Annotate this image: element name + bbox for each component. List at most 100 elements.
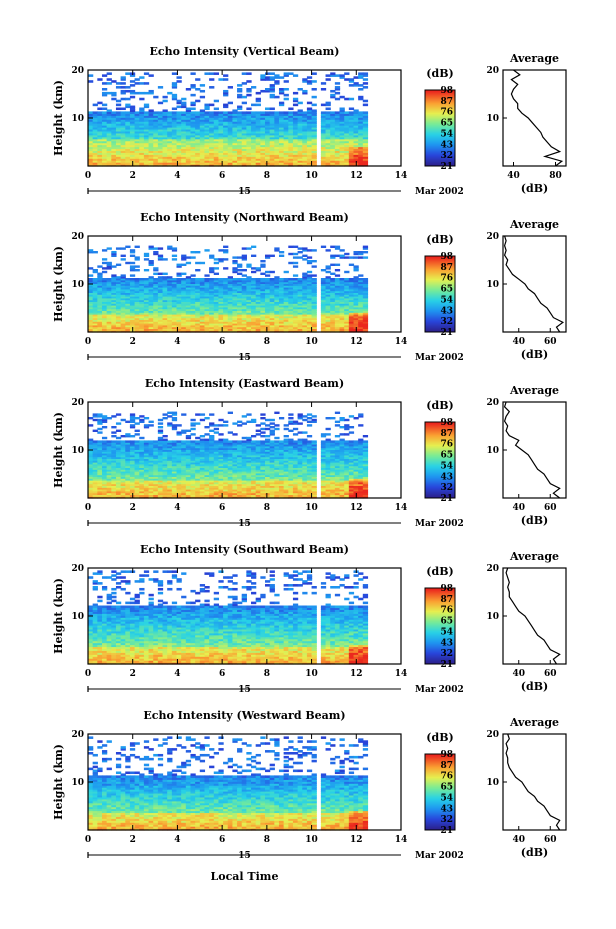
heatmap-cell [190,283,196,286]
heatmap-cell [344,127,350,130]
heatmap-cell [171,93,178,97]
heatmap-cell [274,294,280,297]
heatmap-cell [260,74,266,77]
heatmap-cell [153,140,159,144]
heatmap-cell [199,315,206,319]
heatmap-cell [148,481,154,485]
heatmap-cell [120,130,126,134]
heatmap-cell [339,256,345,259]
heatmap-cell [297,301,303,304]
heatmap-cell [292,481,299,485]
heatmap-cell [185,301,192,304]
heatmap-cell [106,312,112,315]
heatmap-cell [353,125,359,128]
heatmap-cell [97,303,103,306]
heatmap-cell [157,485,164,488]
heatmap-cell [264,162,271,165]
heatmap-cell [97,160,103,163]
heatmap-cell [278,328,285,331]
heatmap-cell [330,288,336,292]
heatmap-cell [153,324,159,328]
heatmap-cell [125,140,131,144]
heatmap-cell [344,319,350,322]
heatmap-cell [288,288,294,292]
heatmap-cell [232,111,238,114]
heatmap-cell [213,123,220,126]
heatmap-cell [306,312,313,315]
heatmap-cell [353,267,359,270]
heatmap-cell [176,99,182,103]
heatmap-cell [334,297,341,301]
heatmap-cell [292,265,299,268]
heatmap-cell [325,103,331,107]
heatmap-cell [297,299,303,302]
heatmap-cell [297,113,303,116]
heatmap-cell [306,270,313,274]
heatmap-cell [195,483,201,486]
heatmap-cell [362,323,369,326]
heatmap-cell [348,146,355,150]
heatmap-cell [334,305,341,308]
heatmap-cell [148,113,154,116]
heatmap-cell [348,315,355,319]
heatmap-cell [283,140,289,144]
heatmap-cell [274,148,280,151]
heatmap-cell [241,487,247,490]
heatmap-cell [199,164,206,167]
heatmap-cell [218,148,224,151]
heatmap-cell [115,285,122,288]
heatmap-cell [223,294,229,297]
heatmap-cell [181,146,187,150]
heatmap-cell [311,296,317,299]
heatmap-cell [129,111,136,114]
heatmap-cell [134,287,140,290]
heatmap-cell [339,285,345,288]
heatmap-cell [92,324,98,328]
heatmap-cell [334,481,341,485]
heatmap-cell [297,478,303,481]
heatmap-cell [148,317,154,320]
heatmap-cell [139,130,145,134]
heatmap-cell [167,164,173,167]
heatmap-cell [288,123,294,126]
average-title: Average [509,218,559,231]
heatmap-cell [199,303,206,306]
heatmap-cell [339,303,345,306]
heatmap-cell [125,285,131,288]
heatmap-cell [227,164,233,167]
heatmap-cell [288,164,294,167]
heatmap-cell [111,158,117,161]
heatmap-cell [232,140,238,144]
heatmap-cell [237,326,243,329]
heatmap-cell [260,303,266,306]
heatmap-cell [269,315,275,319]
heatmap-cell [218,113,224,116]
colorbar-segment [425,312,455,315]
heatmap-cell [325,146,331,150]
heatmap-cell [139,107,145,111]
heatmap-cell [97,278,103,281]
heatmap-cell [264,490,271,494]
heatmap-cell [353,490,359,494]
heatmap-cell [330,294,336,297]
heatmap-cell [274,164,280,167]
heatmap-cell [157,160,164,163]
heatmap-cell [288,127,294,130]
heatmap-cell [348,321,355,324]
heatmap-cell [195,140,201,144]
heatmap-cell [204,489,210,492]
heatmap-cell [115,142,122,146]
heatmap-cell [358,274,364,277]
heatmap-cell [209,136,215,140]
heatmap-cell [190,471,196,474]
heatmap-cell [129,123,136,126]
heatmap-cell [153,299,159,302]
heatmap-cell [101,314,108,317]
heatmap-cell [157,299,164,302]
heatmap-cell [143,292,150,295]
heatmap-cell [232,487,238,490]
heatmap-cell [120,471,126,474]
heatmap-cell [358,485,364,488]
heatmap-cell [176,283,182,286]
heatmap-cell [88,480,94,483]
